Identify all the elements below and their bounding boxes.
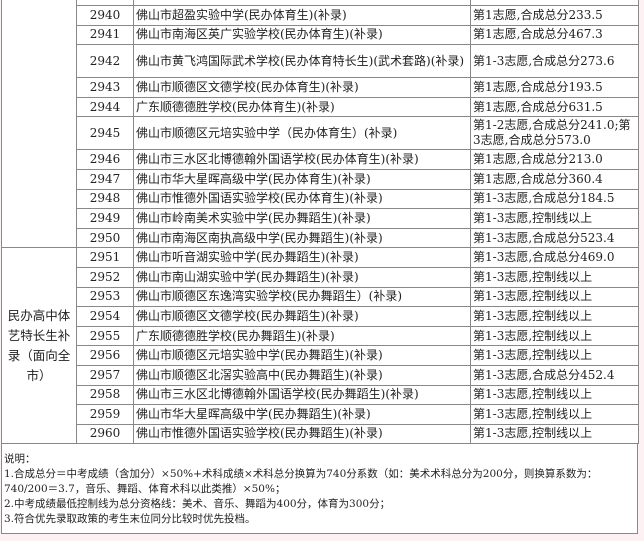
code-cell: 2950 [76, 227, 134, 249]
requirement-cell: 第1-3志愿,合成总分452.4 [470, 364, 639, 386]
category-cell [1, 0, 77, 249]
table-row: 2954 佛山市顺德区文德学校(民办舞蹈生)(补录) 第1-3志愿,控制线以上 [2, 306, 639, 327]
requirement-cell: 第1-3志愿,控制线以上 [470, 266, 639, 288]
table-row: 2948 佛山市惟德外国语实验学校(民办体育生)(补录) 第1-3志愿,合成总分18… [2, 188, 639, 210]
school-cell: 佛山市惟德外国语实验学校(民办舞蹈生)(补录) [133, 423, 471, 445]
table-row: 2941 佛山市南海区英广实验学校(民办体育生)(补录) 第1志愿,合成总分467.… [2, 24, 639, 46]
table-row: 2947 佛山市华大星晖高级中学(民办体育生)(补录) 第1志愿,合成总分360.4 [2, 168, 639, 190]
school-cell: 佛山市顺德区文德学校(民办体育生)(补录) [133, 77, 471, 98]
code-cell: 2957 [76, 364, 134, 386]
school-cell: 佛山市超盈实验中学(民办体育生)(补录) [133, 5, 471, 26]
school-cell: 佛山市华大星晖高级中学(民办体育生)(补录) [133, 168, 471, 190]
admission-table-sheet: 2940 佛山市超盈实验中学(民办体育生)(补录) 第1志愿,合成总分233.5 29… [1, 0, 639, 535]
code-cell: 2941 [76, 24, 134, 46]
notes-heading: 说明： [4, 453, 36, 466]
code-cell: 2960 [76, 423, 134, 445]
requirement-cell: 第1-3志愿,控制线以上 [470, 345, 639, 366]
school-cell: 佛山市顺德区北滘实验高中(民办舞蹈生)(补录) [133, 364, 471, 386]
table-row: 2959 佛山市华大星晖高级中学(民办舞蹈生)(补录) 第1-3志愿,控制线以上 [2, 404, 639, 425]
requirement-cell: 第1-3志愿,合成总分184.5 [470, 188, 639, 210]
code-cell: 2953 [76, 286, 134, 308]
requirement-cell: 第1志愿,合成总分193.5 [470, 77, 639, 98]
code-cell: 2945 [76, 116, 134, 151]
school-cell: 佛山市顺德区东逸湾实验学校(民办舞蹈生）(补录) [133, 286, 471, 308]
notes-section: 说明： 1.合成总分＝中考成绩（含加分）×50%+术科成绩×术科总分换算为740… [1, 444, 638, 535]
school-cell: 佛山市南海区南执高级中学(民办舞蹈生)(补录) [133, 227, 471, 249]
table-row: 2949 佛山市岭南美术实验中学(民办舞蹈生)(补录) 第1-3志愿,控制线以上 [2, 208, 639, 229]
code-cell: 2942 [76, 44, 134, 79]
note-line: 740/200＝3.7，音乐、舞蹈、体育术科以此类推）×50%； [4, 483, 286, 496]
school-cell: 佛山市黄飞鸿国际武术学校(民办体育特长生)(武术套路)(补录) [133, 44, 471, 79]
requirement-cell: 第1-3志愿,合成总分523.4 [470, 227, 639, 249]
requirement-cell: 第1志愿,合成总分467.3 [470, 24, 639, 46]
requirement-cell: 第1-3志愿,控制线以上 [470, 384, 639, 406]
table-row: 2952 佛山市南山湖实验中学(民办舞蹈生)(补录) 第1-3志愿,控制线以上 [2, 266, 639, 288]
table-row: 2958 佛山市三水区北博德翰外国语学校(民办舞蹈生)(补录) 第1-3志愿,控制线… [2, 384, 639, 406]
table-row: 2940 佛山市超盈实验中学(民办体育生)(补录) 第1志愿,合成总分233.5 [2, 5, 639, 26]
code-cell: 2943 [76, 77, 134, 98]
code-cell: 2947 [76, 168, 134, 190]
school-cell: 佛山市听音湖实验中学(民办舞蹈生)(补录) [133, 247, 471, 268]
note-line: 3.符合优先录取政策的考生末位同分比较时优先投档。 [4, 513, 256, 526]
school-cell: 佛山市惟德外国语实验学校(民办体育生)(补录) [133, 188, 471, 210]
school-cell: 佛山市岭南美术实验中学(民办舞蹈生)(补录) [133, 208, 471, 229]
table-row: 2943 佛山市顺德区文德学校(民办体育生)(补录) 第1志愿,合成总分193.5 [2, 77, 639, 98]
code-cell: 2949 [76, 208, 134, 229]
requirement-cell: 第1-3志愿,合成总分469.0 [470, 247, 639, 268]
school-cell: 佛山市三水区北博德翰外国语学校(民办体育生)(补录) [133, 149, 471, 170]
school-cell: 广东顺德德胜学校(民办舞蹈生)(补录) [133, 325, 471, 347]
note-line: 1.合成总分＝中考成绩（含加分）×50%+术科成绩×术科总分换算为740分系数（… [4, 468, 598, 481]
table-row: 2944 广东顺德德胜学校(民办体育生)(补录) 第1志愿,合成总分631.5 [2, 96, 639, 118]
code-cell: 2955 [76, 325, 134, 347]
requirement-cell: 第1-2志愿,合成总分241.0;第3志愿,合成总分573.0 [470, 116, 639, 151]
requirement-cell: 第1-3志愿,合成总分273.6 [470, 44, 639, 79]
table-row: 2950 佛山市南海区南执高级中学(民办舞蹈生)(补录) 第1-3志愿,合成总分52… [2, 227, 639, 249]
requirement-cell: 第1-3志愿,控制线以上 [470, 404, 639, 425]
requirement-cell: 第1志愿,合成总分233.5 [470, 5, 639, 26]
school-cell: 佛山市顺德区元培实验中学（民办体育生）(补录) [133, 116, 471, 151]
code-cell: 2944 [76, 96, 134, 118]
table-row: 2956 佛山市顺德区元培实验中学(民办舞蹈生)(补录) 第1-3志愿,控制线以上 [2, 345, 639, 366]
table-row: 2945 佛山市顺德区元培实验中学（民办体育生）(补录) 第1-2志愿,合成总分24… [2, 116, 639, 151]
code-cell: 2958 [76, 384, 134, 406]
school-cell: 佛山市南海区英广实验学校(民办体育生)(补录) [133, 24, 471, 46]
table-row [1, 0, 639, 249]
requirement-cell: 第1志愿,合成总分631.5 [470, 96, 639, 118]
code-cell: 2948 [76, 188, 134, 210]
school-cell: 佛山市三水区北博德翰外国语学校(民办舞蹈生)(补录) [133, 384, 471, 406]
table-row: 2953 佛山市顺德区东逸湾实验学校(民办舞蹈生）(补录) 第1-3志愿,控制线以上 [2, 286, 639, 308]
code-cell: 2952 [76, 266, 134, 288]
table-row: 2955 广东顺德德胜学校(民办舞蹈生)(补录) 第1-3志愿,控制线以上 [2, 325, 639, 347]
requirement-cell: 第1志愿,合成总分360.4 [470, 168, 639, 190]
code-cell: 2959 [76, 404, 134, 425]
note-line: 2.中考成绩最低控制线为总分资格线：美术、音乐、舞蹈为400分，体育为300分； [4, 498, 391, 511]
table-row: 2946 佛山市三水区北博德翰外国语学校(民办体育生)(补录) 第1志愿,合成总分2… [2, 149, 639, 170]
admission-table: 2940 佛山市超盈实验中学(民办体育生)(补录) 第1志愿,合成总分233.5 29… [1, 0, 639, 445]
code-cell: 2946 [76, 149, 134, 170]
requirement-cell [470, 0, 639, 6]
requirement-cell: 第1志愿,合成总分213.0 [470, 149, 639, 170]
table-row: 2957 佛山市顺德区北滘实验高中(民办舞蹈生)(补录) 第1-3志愿,合成总分45… [2, 364, 639, 386]
requirement-cell: 第1-3志愿,控制线以上 [470, 423, 639, 445]
school-cell: 广东顺德德胜学校(民办体育生)(补录) [133, 96, 471, 118]
school-cell: 佛山市顺德区文德学校(民办舞蹈生)(补录) [133, 306, 471, 327]
table-row: 2960 佛山市惟德外国语实验学校(民办舞蹈生)(补录) 第1-3志愿,控制线以上 [2, 423, 639, 445]
school-cell: 佛山市南山湖实验中学(民办舞蹈生)(补录) [133, 266, 471, 288]
table-row: 2942 佛山市黄飞鸿国际武术学校(民办体育特长生)(武术套路)(补录) 第1-3志… [2, 44, 639, 79]
requirement-cell: 第1-3志愿,控制线以上 [470, 286, 639, 308]
code-cell: 2951 [76, 247, 134, 268]
school-cell: 佛山市华大星晖高级中学(民办舞蹈生)(补录) [133, 404, 471, 425]
requirement-cell: 第1-3志愿,控制线以上 [470, 325, 639, 347]
code-cell: 2956 [76, 345, 134, 366]
requirement-cell: 第1-3志愿,控制线以上 [470, 306, 639, 327]
category-cell: 民办高中体艺特长生补录（面向全市） [1, 247, 77, 445]
code-cell: 2940 [76, 5, 134, 26]
table-row: 民办高中体艺特长生补录（面向全市） 2951 佛山市听音湖实验中学(民办舞蹈生)(补… [1, 247, 639, 445]
code-cell: 2954 [76, 306, 134, 327]
school-cell: 佛山市顺德区元培实验中学(民办舞蹈生)(补录) [133, 345, 471, 366]
requirement-cell: 第1-3志愿,控制线以上 [470, 208, 639, 229]
